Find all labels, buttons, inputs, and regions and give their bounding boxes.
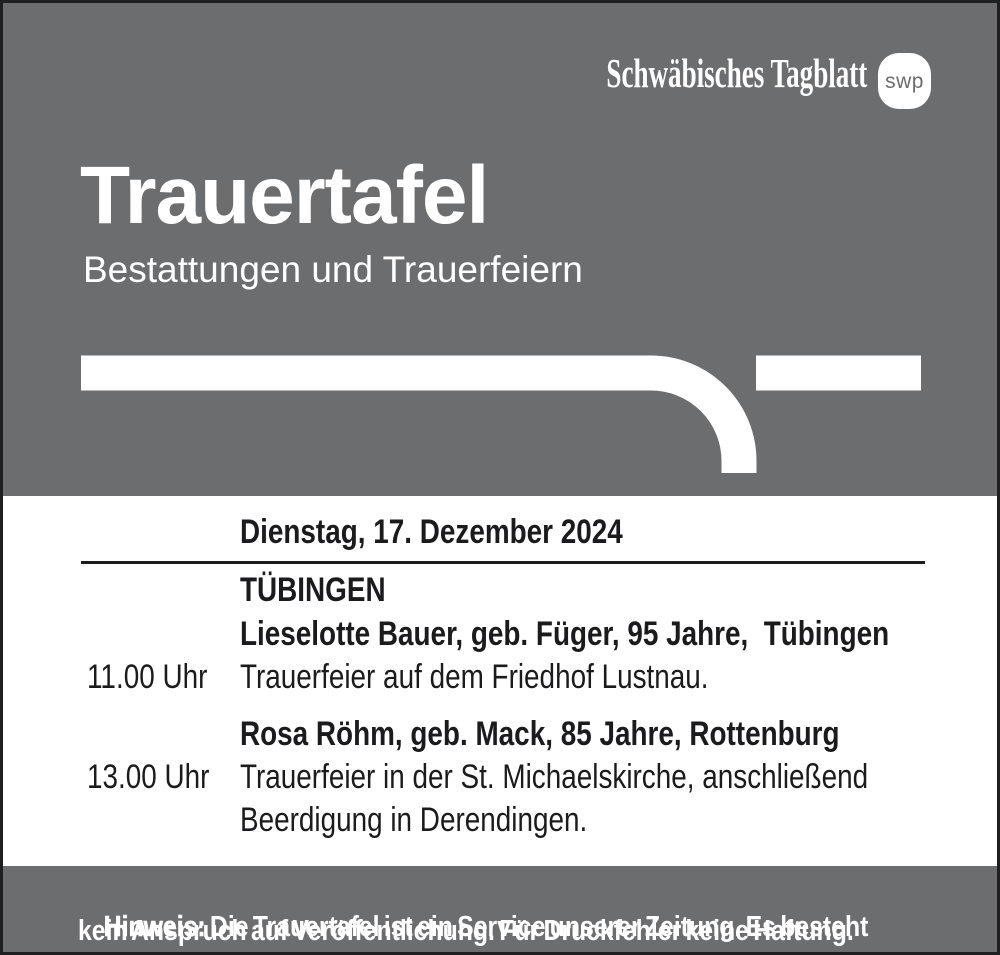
footer-disclaimer-line2: kein Anspruch auf Veröffentlichung. Für …: [78, 915, 854, 947]
swp-logo-icon: swp: [878, 53, 931, 109]
city-heading: TÜBINGEN: [240, 571, 386, 609]
decorative-curve-icon: [81, 355, 921, 473]
divider-rule: [81, 561, 925, 564]
footer-disclaimer-text: Die Trauertafel ist ein Service unserer …: [205, 910, 869, 943]
page-title: Trauertafel: [80, 150, 489, 241]
entry-detail: Trauerfeier auf dem Friedhof Lustnau.: [240, 658, 709, 696]
date-heading: Dienstag, 17. Dezember 2024: [240, 513, 623, 551]
footer-disclaimer-line1: Hinweis: Die Trauertafel ist ein Service…: [78, 884, 869, 952]
newspaper-masthead: Schwäbisches Tagblatt: [606, 50, 867, 96]
entry-detail-continued: Beerdigung in Derendingen.: [240, 801, 588, 839]
page-subtitle: Bestattungen und Trauerfeiern: [83, 249, 583, 290]
header-panel: Schwäbisches Tagblatt swp Trauertafel Be…: [3, 3, 997, 496]
entry-time: 13.00 Uhr: [87, 758, 210, 796]
footer-hinweis-label: Hinweis:: [103, 910, 206, 943]
footer-panel: Hinweis: Die Trauertafel ist ein Service…: [3, 866, 997, 952]
entry-detail: Trauerfeier in der St. Michaelskirche, a…: [240, 758, 869, 796]
entry-name: Rosa Röhm, geb. Mack, 85 Jahre, Rottenbu…: [240, 715, 840, 753]
swp-logo-text: swp: [885, 69, 924, 93]
entry-name: Lieselotte Bauer, geb. Füger, 95 Jahre, …: [240, 615, 890, 653]
entry-time: 11.00 Uhr: [87, 658, 208, 696]
